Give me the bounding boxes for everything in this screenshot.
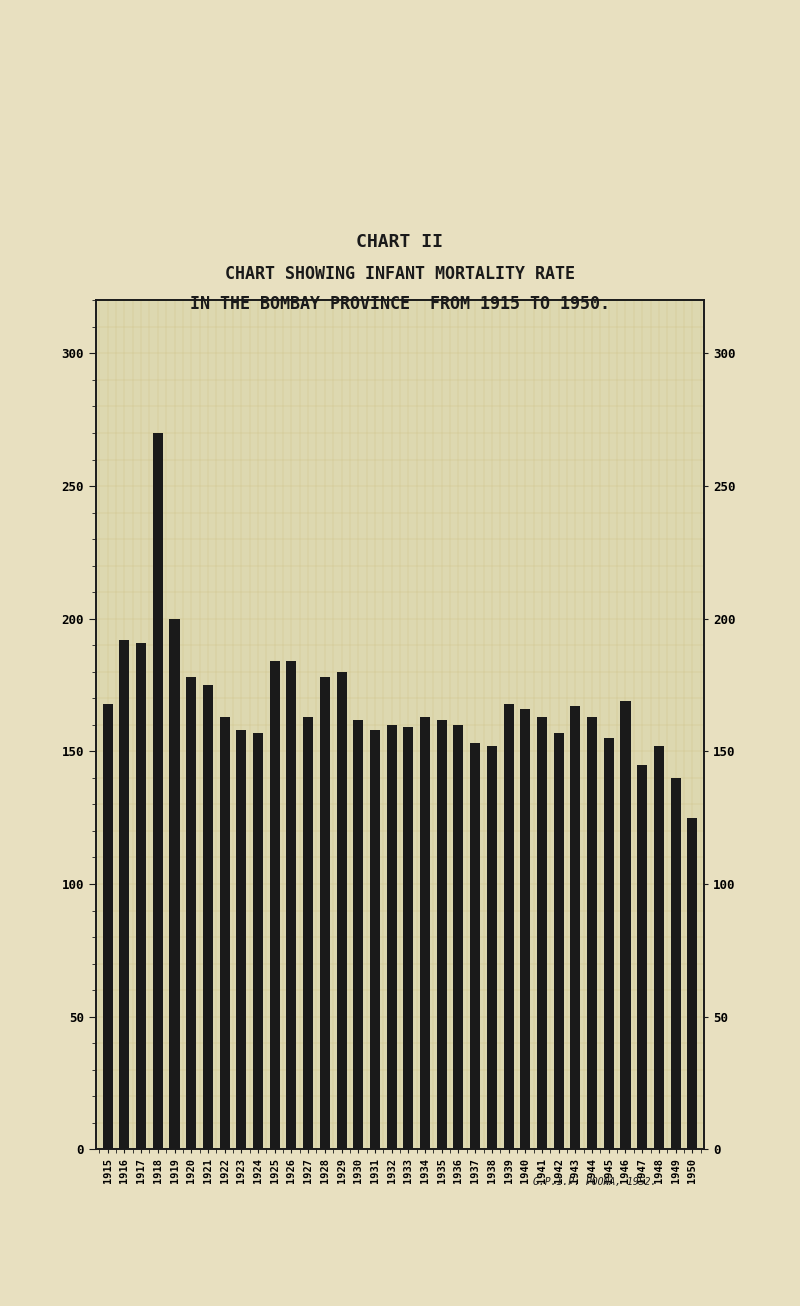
Bar [621,701,630,1149]
Bar [587,717,597,1149]
Bar [420,717,430,1149]
Bar [503,704,514,1149]
Bar [170,619,179,1149]
Bar [203,686,213,1149]
Bar [437,720,446,1149]
Bar [520,709,530,1149]
Bar [487,746,497,1149]
Bar [220,717,230,1149]
Bar [370,730,380,1149]
Bar [537,717,547,1149]
Bar [403,727,414,1149]
Bar [570,707,580,1149]
Bar [604,738,614,1149]
Bar [670,778,681,1149]
Bar [454,725,463,1149]
Bar [554,733,564,1149]
Bar [136,643,146,1149]
Text: G.P.I.P. POONA, 1952.: G.P.I.P. POONA, 1952. [533,1177,656,1187]
Bar [337,671,346,1149]
Bar [687,818,698,1149]
Bar [186,677,196,1149]
Bar [270,661,280,1149]
Text: CHART II: CHART II [357,232,443,251]
Bar [637,764,647,1149]
Bar [253,733,263,1149]
Bar [354,720,363,1149]
Text: CHART SHOWING INFANT MORTALITY RATE: CHART SHOWING INFANT MORTALITY RATE [225,265,575,283]
Bar [119,640,130,1149]
Bar [153,434,163,1149]
Bar [102,704,113,1149]
Bar [320,677,330,1149]
Bar [236,730,246,1149]
Bar [470,743,480,1149]
Bar [386,725,397,1149]
Bar [303,717,313,1149]
Bar [654,746,664,1149]
Bar [286,661,297,1149]
Text: IN THE BOMBAY PROVINCE  FROM 1915 TO 1950.: IN THE BOMBAY PROVINCE FROM 1915 TO 1950… [190,295,610,313]
